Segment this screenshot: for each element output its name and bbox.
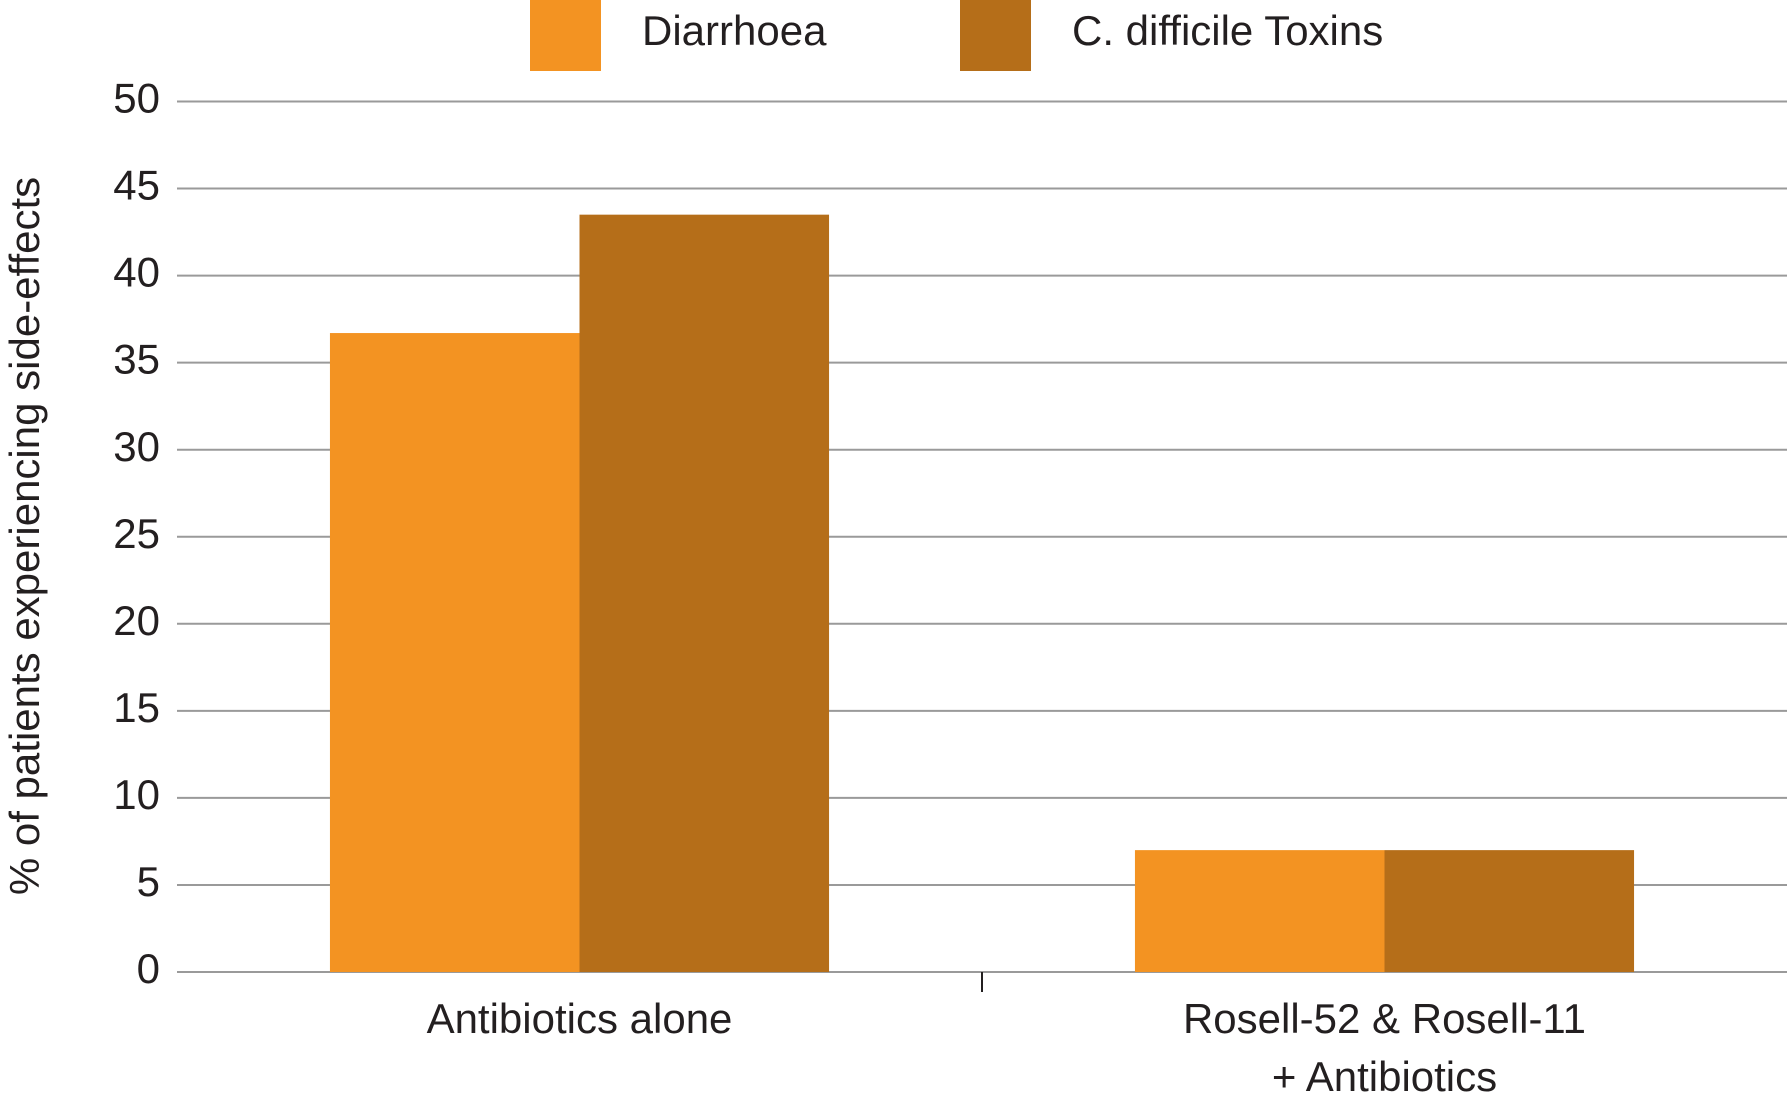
y-tick-label: 50 <box>113 75 160 122</box>
y-tick-label: 10 <box>113 771 160 818</box>
y-tick-label: 20 <box>113 597 160 644</box>
y-tick-label: 15 <box>113 684 160 731</box>
y-tick-label: 5 <box>137 858 160 905</box>
y-tick-label: 35 <box>113 336 160 383</box>
y-tick-label: 30 <box>113 423 160 470</box>
y-tick-label: 25 <box>113 510 160 557</box>
legend-label: C. difficile Toxins <box>1072 7 1383 54</box>
y-axis-label: % of patients experiencing side-effects <box>1 177 48 895</box>
x-tick-label: Rosell-52 & Rosell-11 + Antibiotics <box>1183 995 1586 1100</box>
legend-swatch <box>960 0 1031 71</box>
bar <box>579 214 830 973</box>
bar <box>1384 850 1635 972</box>
legend-swatch <box>530 0 601 71</box>
y-tick-label: 45 <box>113 162 160 209</box>
bar <box>1134 850 1385 972</box>
y-tick-label: 40 <box>113 249 160 296</box>
bar <box>329 333 580 973</box>
x-tick-label: Antibiotics alone <box>427 995 733 1042</box>
legend-label: Diarrhoea <box>642 7 827 54</box>
y-tick-label: 0 <box>137 945 160 992</box>
